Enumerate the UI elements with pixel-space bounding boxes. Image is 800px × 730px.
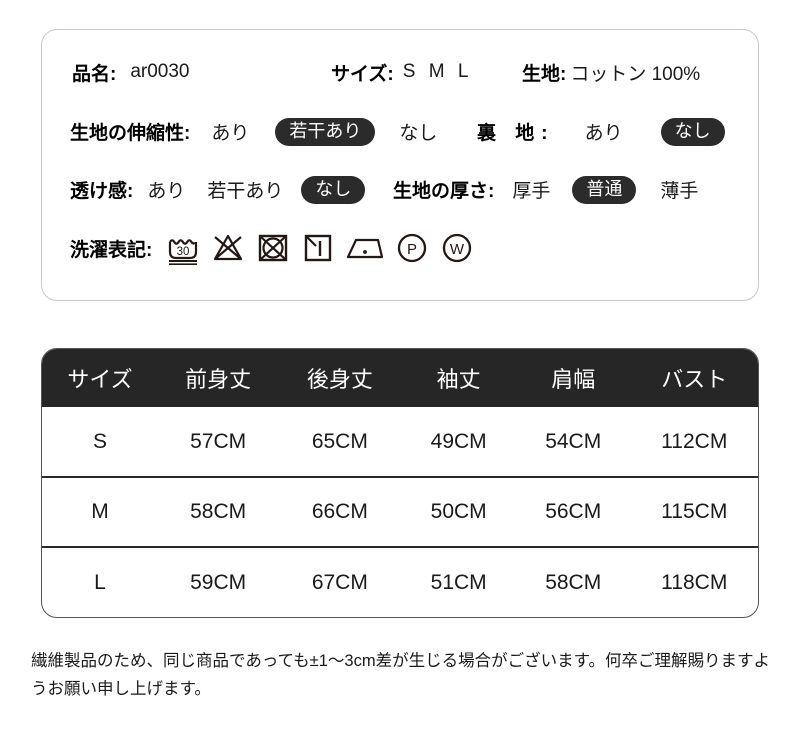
iron-low-icon [346, 238, 384, 259]
size-value: S M L [402, 61, 473, 82]
field-lining: 裏 地: あり なし [477, 117, 725, 147]
no-bleach-icon [213, 234, 243, 261]
no-tumble-dry-icon [258, 234, 288, 262]
wetclean-w-text: W [450, 241, 465, 258]
drip-dry-shade-icon [304, 234, 332, 262]
thickness-label: 生地の厚さ: [393, 181, 495, 203]
lining-option-nashi-selected[interactable]: なし [660, 117, 725, 147]
field-sheerness: 透け感: あり 若干あり なし [70, 175, 366, 205]
cell-size: S [92, 429, 107, 453]
col-header-bust: バスト [630, 349, 758, 407]
thickness-option-futsuu-selected[interactable]: 普通 [572, 175, 637, 205]
dryclean-p-icon: P [397, 233, 427, 263]
sheerness-label: 透け感: [70, 181, 134, 203]
field-size: サイズ: S M L [331, 59, 472, 86]
thickness-option-usude[interactable]: 薄手 [660, 181, 699, 203]
sheerness-option-jakkan-ari[interactable]: 若干あり [207, 181, 284, 203]
care-label: 洗濯表記: [70, 239, 153, 261]
col-header-shoulder-width: 肩幅 [515, 349, 631, 407]
sheerness-option-nashi-selected[interactable]: なし [301, 175, 366, 205]
cell-back-length: 66CM [278, 476, 402, 547]
table-row: L 59CM 67CM 51CM 58CM 118CM [42, 546, 758, 617]
dryclean-p-text: P [407, 241, 417, 258]
table-row: M 58CM 66CM 50CM 56CM 115CM [42, 476, 758, 547]
spec-row-sheer-thickness: 透け感: あり 若干あり なし 生地の厚さ: 厚手 普通 薄手 [42, 170, 758, 210]
field-product-name: 品名: ar0030 [72, 59, 190, 86]
cell-front-length: 59CM [157, 546, 279, 617]
cell-bust: 112CM [661, 429, 728, 453]
spec-row-stretch-lining: 生地の伸縮性: あり 若干あり なし 裏 地: あり なし [42, 112, 758, 152]
stretch-option-jakkan-ari-selected[interactable]: 若干あり [275, 117, 376, 147]
lining-label: 裏 地: [477, 123, 555, 145]
col-header-size: サイズ [42, 349, 158, 407]
col-header-back-length: 後身丈 [278, 349, 402, 407]
size-chart-table: サイズ 前身丈 後身丈 袖丈 肩幅 バスト S 57CM 65CM 49CM 5… [41, 348, 759, 618]
field-thickness: 生地の厚さ: 厚手 普通 薄手 [393, 175, 699, 205]
product-name-label: 品名: [72, 63, 117, 85]
product-spec-card: 品名: ar0030 サイズ: S M L 生地: コットン 100% 生地の伸… [41, 29, 759, 301]
cell-size: M [42, 476, 158, 547]
cell-shoulder-width: 58CM [515, 546, 631, 617]
wetclean-w-icon: W [442, 233, 472, 263]
spec-row-care: 洗濯表記: 30 [42, 228, 758, 268]
wash-30-icon: 30 [168, 239, 198, 265]
product-name-value: ar0030 [130, 61, 190, 82]
wash-temp-text: 30 [177, 246, 190, 258]
cell-bust: 118CM [630, 546, 758, 617]
cell-shoulder-width: 54CM [545, 429, 602, 453]
care-symbol-group: 30 [166, 231, 474, 265]
cell-front-length: 57CM [190, 429, 247, 453]
cell-size: L [42, 546, 158, 617]
cell-sleeve-length: 50CM [401, 476, 516, 547]
fabric-value: コットン 100% [570, 63, 701, 85]
stretch-option-nashi[interactable]: なし [399, 123, 438, 145]
field-stretch: 生地の伸縮性: あり 若干あり なし [70, 117, 438, 147]
cell-sleeve-length: 51CM [401, 546, 516, 617]
field-fabric: 生地: コットン 100% [522, 59, 700, 86]
measurement-disclaimer: 繊維製品のため、同じ商品であっても±1〜3cm差が生じる場合がございます。何卒ご… [31, 652, 770, 698]
col-header-front-length: 前身丈 [157, 349, 279, 407]
field-care: 洗濯表記: [70, 235, 152, 262]
cell-back-length: 67CM [278, 546, 402, 617]
table-header-row: サイズ 前身丈 後身丈 袖丈 肩幅 バスト [42, 349, 758, 407]
stretch-label: 生地の伸縮性: [70, 123, 191, 145]
cell-bust: 115CM [630, 476, 758, 547]
thickness-option-atsude[interactable]: 厚手 [512, 181, 551, 203]
col-header-sleeve-length: 袖丈 [401, 349, 516, 407]
cell-back-length: 65CM [311, 429, 368, 453]
cell-shoulder-width: 56CM [515, 476, 631, 547]
cell-sleeve-length: 49CM [430, 429, 487, 453]
fabric-label: 生地: [522, 63, 567, 85]
stretch-option-ari[interactable]: あり [211, 123, 250, 145]
sheerness-option-ari[interactable]: あり [147, 181, 186, 203]
size-label: サイズ: [331, 63, 394, 85]
table-row: S 57CM 65CM 49CM 54CM 112CM [42, 407, 758, 477]
lining-option-ari[interactable]: あり [584, 123, 623, 145]
spec-row-basic: 品名: ar0030 サイズ: S M L 生地: コットン 100% [42, 52, 758, 92]
cell-front-length: 58CM [157, 476, 279, 547]
